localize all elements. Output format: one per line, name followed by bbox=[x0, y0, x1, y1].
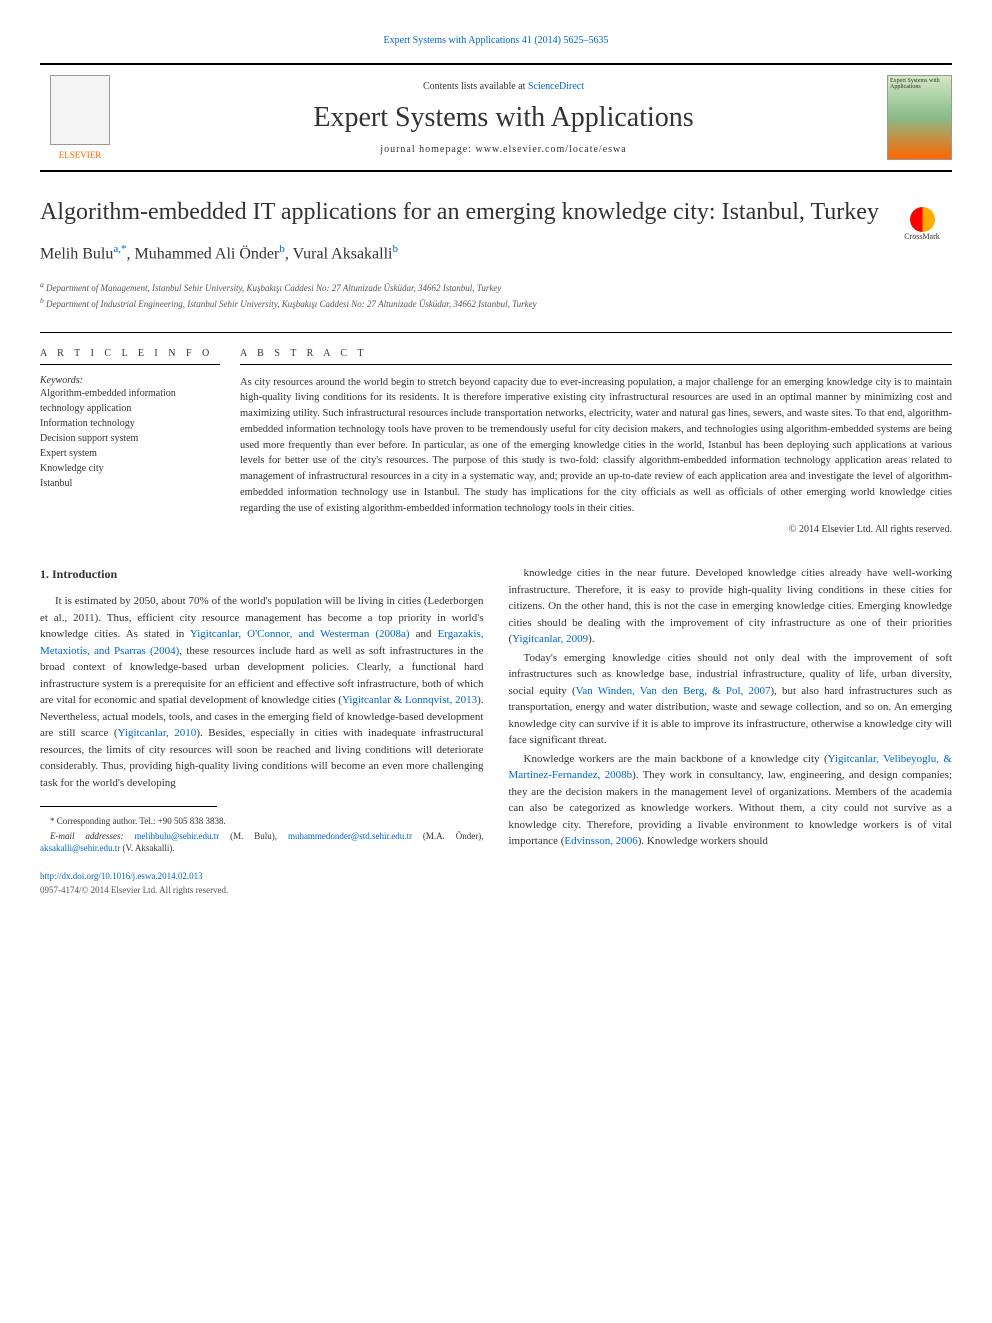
body-column-right: knowledge cities in the near future. Dev… bbox=[509, 565, 953, 897]
citation-link[interactable]: Yigitcanlar, O'Connor, and Westerman (20… bbox=[190, 628, 410, 640]
email-link[interactable]: aksakalli@sehir.edu.tr bbox=[40, 843, 120, 853]
author-2[interactable]: Muhammed Ali Önder bbox=[134, 246, 279, 263]
contents-line: Contents lists available at ScienceDirec… bbox=[120, 81, 887, 92]
article-title: Algorithm-embedded IT applications for a… bbox=[40, 197, 952, 228]
contents-prefix: Contents lists available at bbox=[423, 81, 528, 92]
journal-cover-thumbnail[interactable]: Expert Systems with Applications bbox=[887, 75, 952, 160]
citation-link[interactable]: Yigitcanlar, 2009 bbox=[512, 633, 588, 645]
author-1-affil: a,* bbox=[113, 243, 126, 255]
body-paragraph: knowledge cities in the near future. Dev… bbox=[509, 565, 953, 648]
info-abstract-row: A R T I C L E I N F O Keywords: Algorith… bbox=[40, 332, 952, 536]
keywords-label: Keywords: bbox=[40, 375, 220, 386]
email-link[interactable]: melihbulu@sehir.edu.tr bbox=[134, 831, 219, 841]
affiliation-b: b Department of Industrial Engineering, … bbox=[40, 295, 952, 312]
keyword-item: Expert system bbox=[40, 446, 220, 461]
issn-copyright: 0957-4174/© 2014 Elsevier Ltd. All right… bbox=[40, 884, 484, 898]
body-paragraph: Knowledge workers are the main backbone … bbox=[509, 751, 953, 850]
header-center: Contents lists available at ScienceDirec… bbox=[120, 81, 887, 155]
authors-line: Melih Bulua,*, Muhammed Ali Önderb, Vura… bbox=[40, 243, 952, 263]
author-3-affil: b bbox=[392, 243, 398, 255]
elsevier-tree-icon bbox=[50, 75, 110, 145]
elsevier-label: ELSEVIER bbox=[59, 150, 102, 160]
elsevier-logo[interactable]: ELSEVIER bbox=[40, 75, 120, 160]
citation-link[interactable]: Expert Systems with Applications 41 (201… bbox=[384, 35, 609, 46]
journal-homepage[interactable]: journal homepage: www.elsevier.com/locat… bbox=[120, 144, 887, 155]
footnote-separator bbox=[40, 806, 217, 807]
top-citation-bar: Expert Systems with Applications 41 (201… bbox=[40, 30, 952, 48]
abstract-copyright: © 2014 Elsevier Ltd. All rights reserved… bbox=[240, 524, 952, 535]
keyword-item: Algorithm-embedded information technolog… bbox=[40, 386, 220, 416]
crossmark-label: CrossMark bbox=[904, 232, 940, 241]
body-paragraph: It is estimated by 2050, about 70% of th… bbox=[40, 593, 484, 791]
article-info-heading: A R T I C L E I N F O bbox=[40, 348, 220, 365]
abstract-heading: A B S T R A C T bbox=[240, 348, 952, 365]
author-sep: , bbox=[285, 246, 293, 263]
abstract-text: As city resources around the world begin… bbox=[240, 375, 952, 517]
affiliation-a: a Department of Management, Istanbul Seh… bbox=[40, 279, 952, 296]
corresponding-author-note: * Corresponding author. Tel.: +90 505 83… bbox=[40, 815, 484, 828]
citation-link[interactable]: Edvinsson, 2006 bbox=[564, 835, 637, 847]
citation-link[interactable]: Yigitcanlar & Lonnqvist, 2013 bbox=[342, 694, 477, 706]
affiliations: a Department of Management, Istanbul Seh… bbox=[40, 279, 952, 312]
abstract-panel: A B S T R A C T As city resources around… bbox=[240, 348, 952, 536]
keywords-list: Algorithm-embedded information technolog… bbox=[40, 386, 220, 491]
doi-link[interactable]: http://dx.doi.org/10.1016/j.eswa.2014.02… bbox=[40, 870, 484, 884]
body-paragraph: Today's emerging knowledge cities should… bbox=[509, 650, 953, 749]
email-link[interactable]: muhammedonder@std.sehir.edu.tr bbox=[288, 831, 412, 841]
cover-text: Expert Systems with Applications bbox=[890, 78, 940, 90]
section-heading-introduction: 1. Introduction bbox=[40, 565, 484, 583]
keyword-item: Decision support system bbox=[40, 431, 220, 446]
keyword-item: Information technology bbox=[40, 416, 220, 431]
sciencedirect-link[interactable]: ScienceDirect bbox=[528, 81, 584, 92]
journal-name: Expert Systems with Applications bbox=[120, 102, 887, 134]
author-3[interactable]: Vural Aksakalli bbox=[293, 246, 393, 263]
author-1[interactable]: Melih Bulu bbox=[40, 246, 113, 263]
keyword-item: Knowledge city bbox=[40, 461, 220, 476]
body-columns: 1. Introduction It is estimated by 2050,… bbox=[40, 565, 952, 897]
keyword-item: Istanbul bbox=[40, 476, 220, 491]
citation-link[interactable]: Yigitcanlar, 2010 bbox=[118, 727, 197, 739]
body-column-left: 1. Introduction It is estimated by 2050,… bbox=[40, 565, 484, 897]
article-info-panel: A R T I C L E I N F O Keywords: Algorith… bbox=[40, 348, 240, 536]
crossmark-icon bbox=[910, 207, 935, 232]
journal-header: ELSEVIER Contents lists available at Sci… bbox=[40, 63, 952, 172]
footnotes: * Corresponding author. Tel.: +90 505 83… bbox=[40, 815, 484, 855]
crossmark-badge[interactable]: CrossMark bbox=[892, 197, 952, 237]
email-addresses: E-mail addresses: melihbulu@sehir.edu.tr… bbox=[40, 830, 484, 855]
citation-link[interactable]: Van Winden, Van den Berg, & Pol, 2007 bbox=[576, 685, 771, 697]
